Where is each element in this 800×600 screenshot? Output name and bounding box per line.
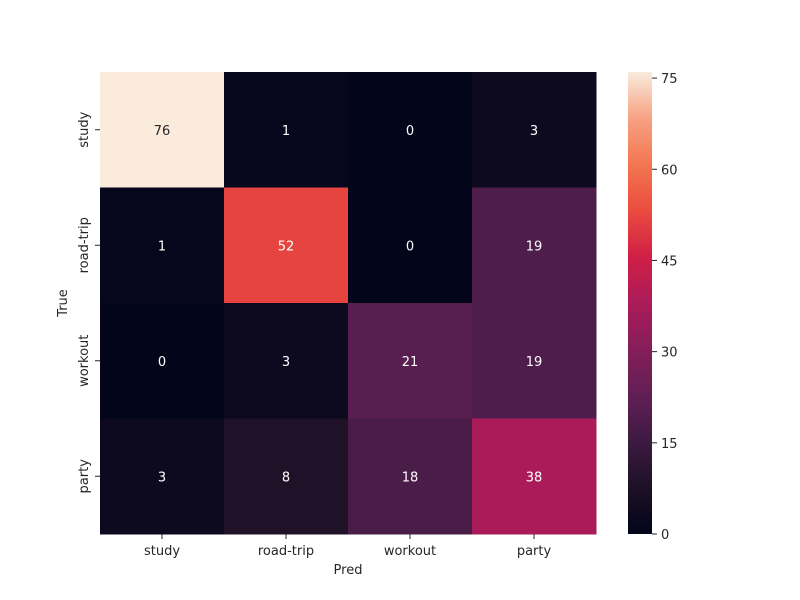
colorbar-tick-label: 75	[661, 72, 678, 87]
cell-value-label: 1	[282, 124, 290, 139]
heatmap-cell	[100, 418, 225, 535]
cell-value-label: 3	[158, 470, 166, 485]
colorbar-tick-label: 45	[661, 254, 678, 269]
cell-value-label: 19	[526, 355, 543, 370]
cell-value-label: 38	[526, 470, 543, 485]
cell-value-label: 3	[282, 355, 290, 370]
heatmap-cell	[472, 72, 597, 188]
heatmap-cell	[100, 303, 225, 419]
heatmap-cell	[224, 72, 349, 188]
cell-value-label: 21	[402, 355, 419, 370]
cell-value-label: 3	[530, 124, 538, 139]
colorbar: 0 15 30 45 60 75	[628, 72, 678, 543]
y-tick-label: workout	[77, 335, 92, 387]
heatmap-cell	[348, 72, 473, 188]
heatmap-cell	[100, 72, 225, 188]
heatmap-cell	[472, 418, 597, 535]
colorbar-tick-label: 0	[661, 528, 669, 543]
colorbar-tick-label: 60	[661, 163, 678, 178]
y-tick-label: road-trip	[77, 217, 92, 273]
heatmap-cell	[100, 187, 225, 304]
cell-value-label: 0	[406, 124, 414, 139]
y-axis: study road-trip workout party	[77, 111, 100, 493]
x-axis-label: Pred	[334, 563, 363, 578]
heatmap-cell	[224, 418, 349, 535]
colorbar-ticks: 0 15 30 45 60 75	[652, 72, 678, 543]
cell-value-label: 18	[402, 470, 419, 485]
heatmap-cell	[472, 187, 597, 304]
heatmap-cell	[348, 303, 473, 419]
x-axis: study road-trip workout party	[144, 534, 552, 559]
colorbar-tick-label: 30	[661, 346, 678, 361]
heatmap-cell	[472, 303, 597, 419]
colorbar-gradient	[628, 72, 652, 534]
cell-value-label: 76	[154, 124, 171, 139]
y-axis-label: True	[56, 289, 71, 318]
cell-annotations: 76 1 0 31 52 0 190 3 21 193 8 18 38	[154, 124, 543, 486]
cell-value-label: 8	[282, 470, 290, 485]
x-tick-label: workout	[384, 544, 436, 559]
x-tick-label: party	[517, 544, 552, 559]
heatmap-cell	[348, 418, 473, 535]
y-tick-label: party	[77, 459, 92, 494]
cell-value-label: 0	[406, 239, 414, 254]
cell-value-label: 19	[526, 239, 543, 254]
x-tick-label: study	[144, 544, 180, 559]
cell-value-label: 1	[158, 239, 166, 254]
colorbar-tick-label: 15	[661, 437, 678, 452]
heatmap-cells	[100, 72, 597, 535]
x-tick-label: road-trip	[258, 544, 314, 559]
y-tick-label: study	[77, 111, 92, 147]
cell-value-label: 0	[158, 355, 166, 370]
cell-value-label: 52	[278, 239, 295, 254]
heatmap-cell	[224, 303, 349, 419]
heatmap-cell	[348, 187, 473, 304]
heatmap-cell	[224, 187, 349, 304]
